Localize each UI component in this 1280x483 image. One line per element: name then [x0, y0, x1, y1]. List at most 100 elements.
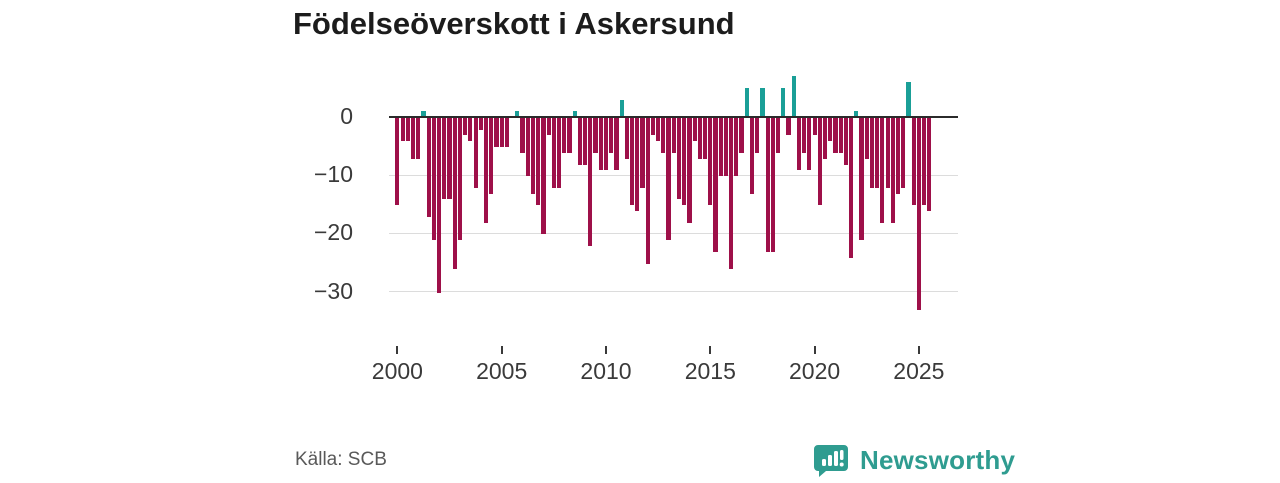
bar-2009q2 [588, 118, 593, 247]
bar-2019q3 [802, 118, 807, 153]
x-tick-2005 [500, 346, 503, 354]
bar-2020q3 [822, 118, 828, 159]
y-axis-label: 0 [340, 103, 353, 129]
bar-2021q1 [833, 118, 838, 153]
bar-2014q2 [692, 118, 697, 142]
bar-2015q3 [718, 118, 723, 177]
bar-2016q1 [729, 118, 734, 270]
bar-2001q3 [426, 118, 431, 217]
bar-2005q2 [504, 118, 509, 148]
bar-2006q3 [530, 118, 536, 194]
bar-2024q2 [901, 118, 906, 188]
bar-2011q1 [624, 118, 629, 159]
bar-2010q3 [614, 118, 619, 171]
gridline--30 [389, 291, 958, 293]
bar-2013q2 [671, 118, 676, 153]
newsworthy-logo-icon [814, 442, 850, 478]
bar-2012q4 [661, 118, 666, 153]
bar-2007q3 [551, 118, 556, 188]
bar-2025q1 [916, 118, 921, 311]
bar-2006q4 [536, 118, 541, 206]
bar-2023q1 [875, 118, 880, 188]
bar-2010q2 [609, 118, 614, 153]
y-axis-label: −10 [313, 161, 353, 188]
bar-2018q2 [775, 118, 781, 153]
brand-footer: Newsworthy [814, 442, 1015, 478]
bar-2013q3 [676, 118, 682, 200]
x-axis-label-2015: 2015 [684, 358, 736, 384]
bar-2012q3 [656, 118, 661, 142]
gridline--20 [389, 232, 958, 234]
x-axis-label-2020: 2020 [789, 358, 841, 384]
source-note: Källa: SCB [295, 449, 387, 470]
bar-2007q2 [546, 118, 551, 136]
bar-2017q4 [765, 118, 770, 252]
bar-2023q2 [880, 118, 885, 223]
bar-2020q2 [817, 118, 822, 206]
x-axis-label-2010: 2010 [580, 358, 632, 384]
x-tick-2015 [709, 346, 712, 354]
bar-2018q4 [786, 118, 791, 136]
x-tick-2020 [813, 346, 816, 354]
bar-2007q4 [556, 118, 562, 188]
bar-2019q4 [807, 118, 812, 171]
chart-title: Födelseöverskott i Askersund [293, 6, 735, 41]
bar-2003q3 [468, 118, 473, 142]
bar-2015q1 [708, 118, 713, 206]
y-axis-label: −20 [313, 219, 353, 246]
bar-2010q1 [603, 118, 609, 171]
bar-2020q4 [828, 118, 833, 142]
bar-2025q2 [922, 118, 927, 206]
bar-2000q4 [410, 118, 416, 159]
x-tick-2010 [605, 346, 607, 354]
bar-2004q2 [483, 118, 489, 223]
bar-2024q3 [906, 82, 911, 117]
bar-2011q2 [629, 118, 635, 206]
bar-2012q1 [645, 118, 650, 264]
bar-2001q2 [421, 111, 426, 117]
brand-name: Newsworthy [860, 444, 1016, 475]
gridline--10 [389, 174, 958, 176]
bar-2002q2 [442, 118, 447, 200]
bar-2022q3 [864, 118, 869, 159]
bar-2003q4 [473, 118, 478, 188]
bar-2001q4 [431, 118, 436, 241]
bar-2012q2 [650, 118, 656, 136]
bar-2006q1 [520, 118, 525, 153]
bar-2017q2 [755, 118, 760, 153]
bar-2009q1 [583, 118, 588, 165]
bar-2020q1 [812, 118, 817, 136]
bar-2022q1 [854, 111, 859, 117]
bar-2014q4 [702, 118, 708, 159]
bar-2000q3 [405, 118, 410, 142]
bar-2014q3 [697, 118, 702, 159]
bar-2022q2 [859, 118, 864, 241]
bar-2023q4 [890, 118, 895, 223]
bar-2015q4 [723, 118, 729, 177]
bar-2003q2 [463, 118, 468, 136]
bar-2008q4 [577, 118, 582, 165]
x-axis-label-2000: 2000 [371, 358, 423, 384]
bar-2023q3 [885, 118, 890, 188]
bar-2009q4 [598, 118, 603, 171]
bar-2017q3 [760, 87, 765, 117]
bar-2013q1 [666, 118, 671, 241]
x-tick-2025 [917, 346, 920, 354]
bar-2016q2 [734, 118, 739, 177]
bar-2018q3 [781, 87, 786, 117]
bar-2021q2 [838, 118, 843, 153]
bar-2021q4 [849, 118, 854, 258]
bar-2022q4 [869, 118, 875, 188]
x-axis-label-2025: 2025 [893, 358, 945, 384]
x-axis-label-2005: 2005 [476, 358, 528, 384]
bar-2005q4 [515, 111, 520, 117]
bar-2021q3 [843, 118, 848, 165]
bar-2015q2 [713, 118, 718, 252]
bar-2024q4 [911, 118, 916, 206]
bar-2011q3 [635, 118, 640, 212]
bar-2008q2 [567, 118, 572, 153]
bar-2004q1 [478, 118, 483, 130]
bar-2016q4 [744, 87, 749, 117]
bar-2008q1 [562, 118, 567, 153]
